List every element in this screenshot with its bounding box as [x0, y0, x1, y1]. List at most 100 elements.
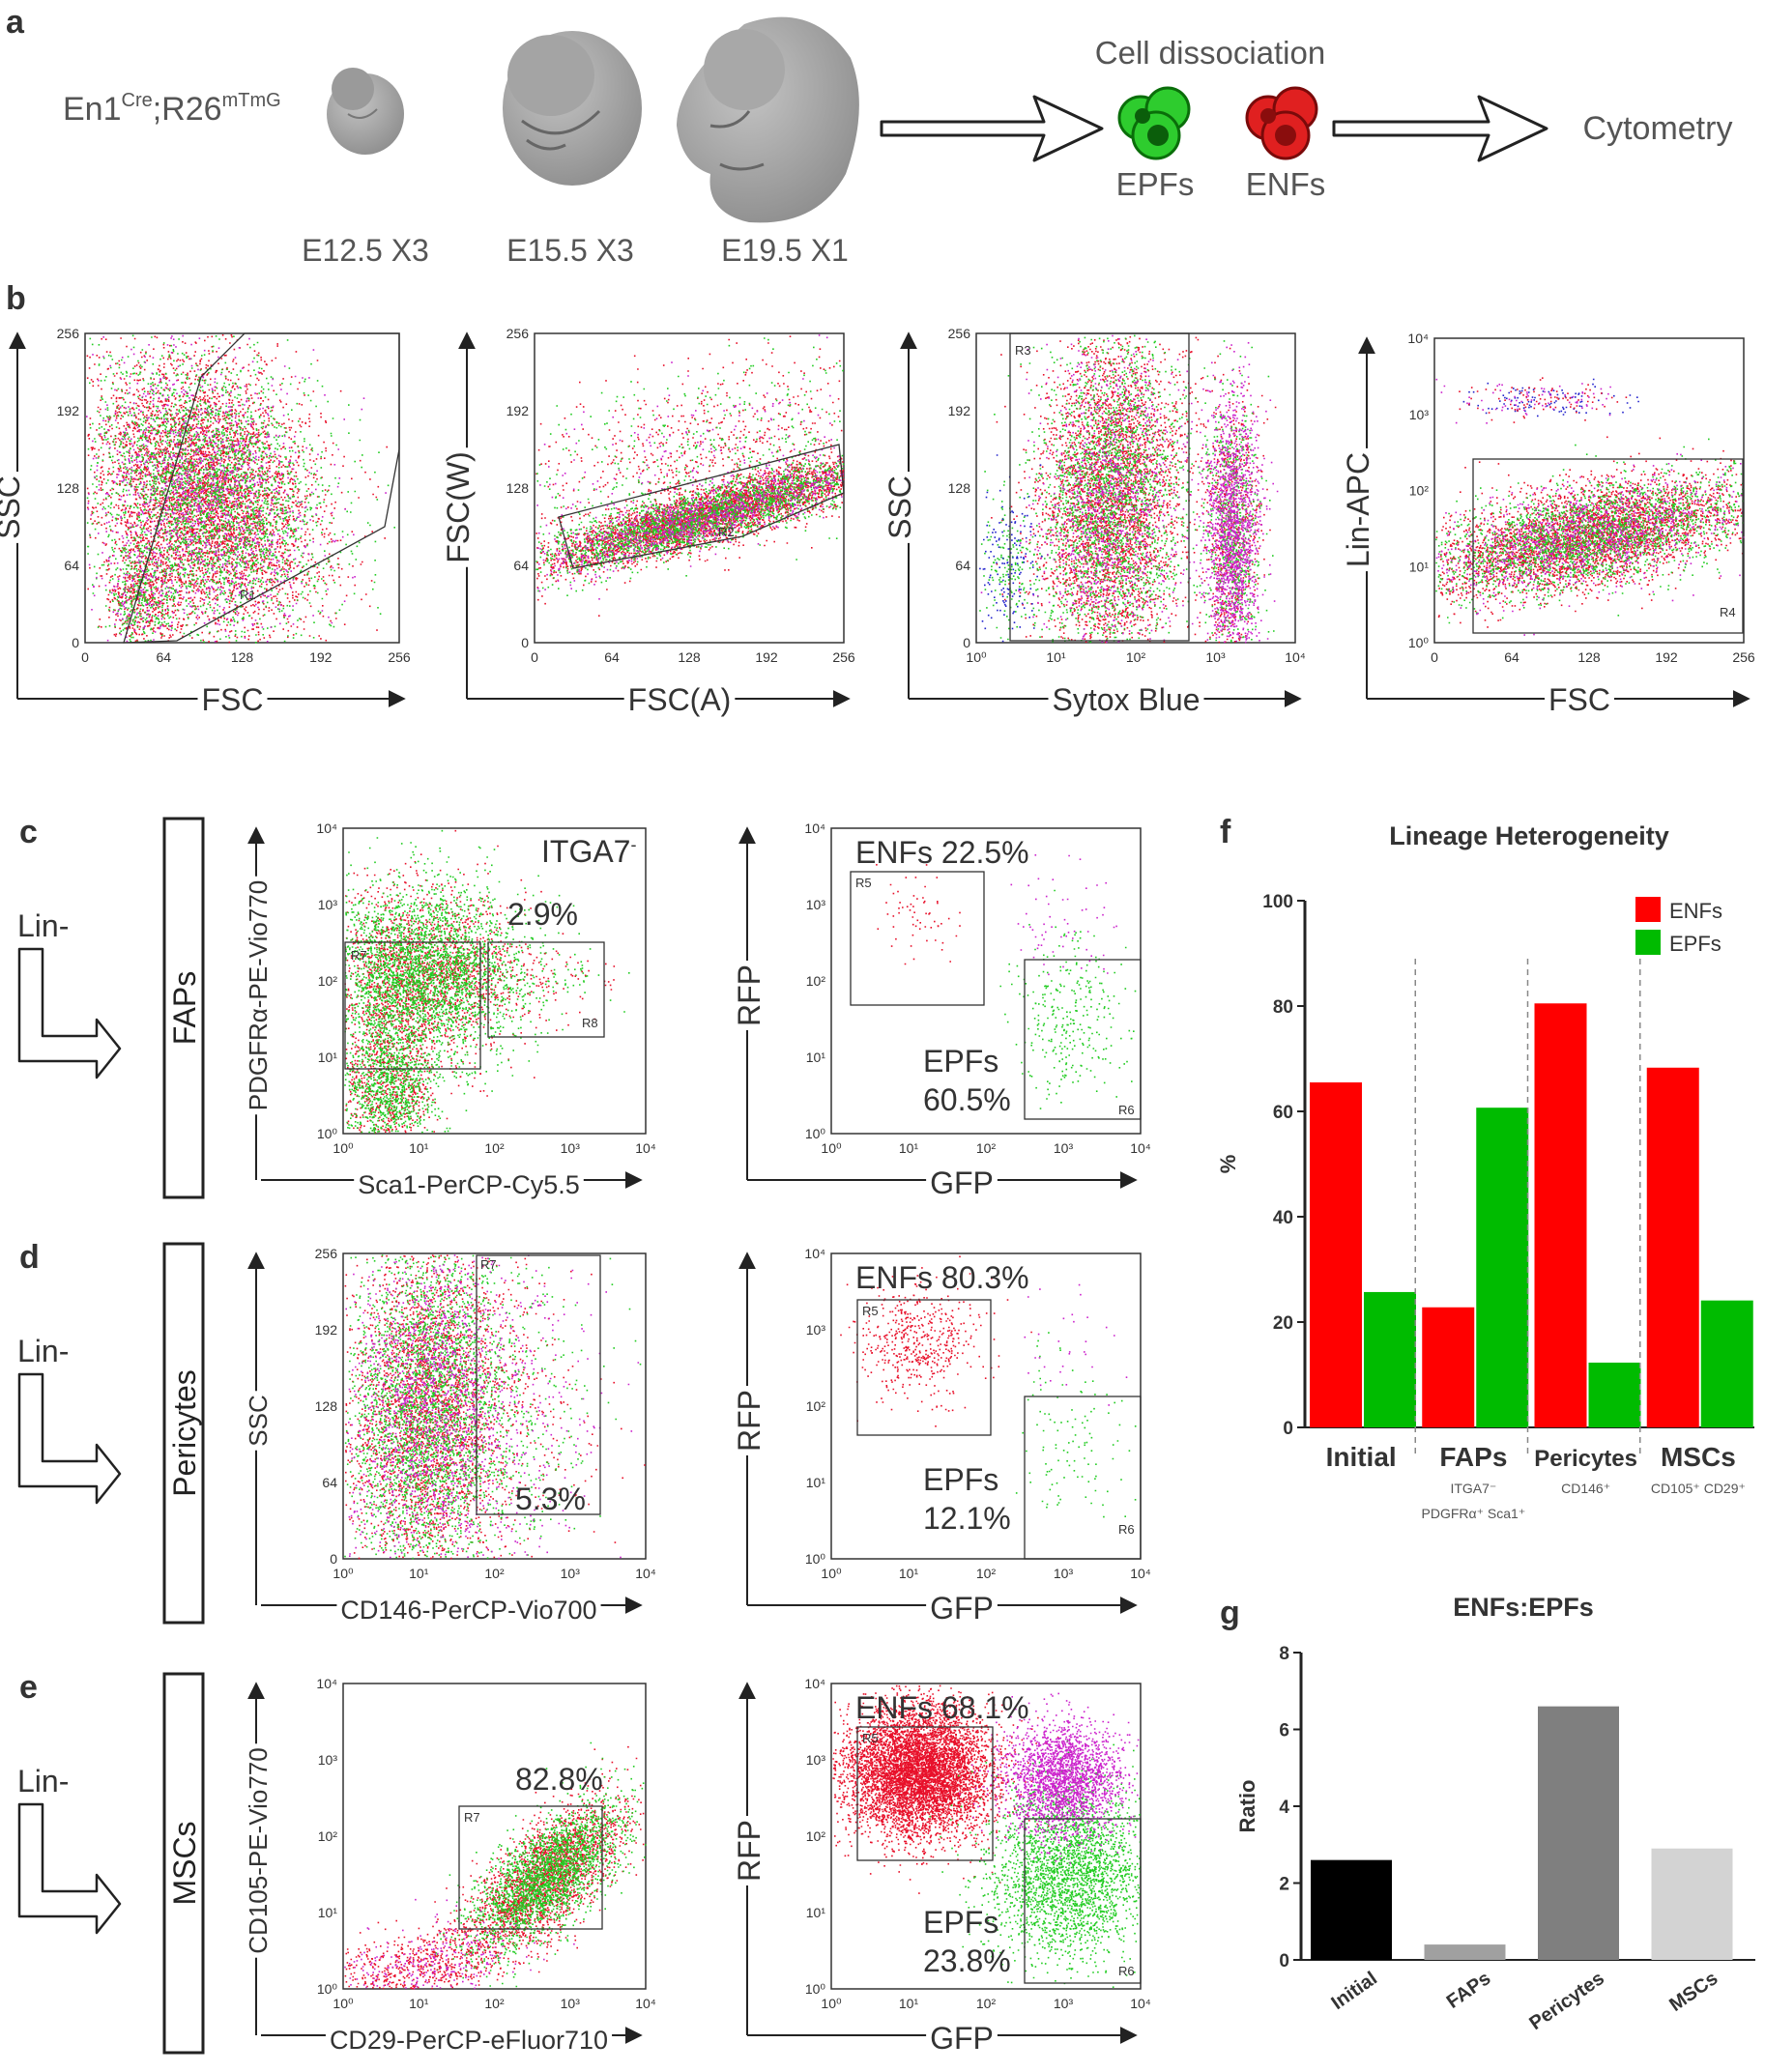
gate-label: R7 — [480, 1257, 497, 1272]
x-tick-label: 10² — [976, 1566, 997, 1581]
epf-label: EPFs — [923, 1044, 998, 1079]
population-label: MSCs — [167, 1821, 202, 1905]
y-tick-label: 64 — [322, 1475, 337, 1490]
epf-percentage: 12.1% — [923, 1501, 1011, 1536]
epf-cells-icon — [1117, 86, 1191, 160]
panel-letter-d: d — [19, 1239, 40, 1276]
axis-label-bg — [732, 961, 767, 1030]
y-axis-label: SSC — [0, 475, 26, 539]
x-tick-label: 10¹ — [1046, 649, 1066, 665]
y-tick-label: 64 — [513, 558, 529, 573]
axis-label-bg — [336, 1596, 601, 1625]
category-sublabel: CD105⁺ CD29⁺ — [1651, 1481, 1746, 1496]
panel-letter-b: b — [6, 280, 26, 317]
y-tick-label: 10⁰ — [805, 1551, 826, 1567]
bar-enfs-initial — [1310, 1082, 1362, 1427]
x-axis-label: Sca1-PerCP-Cy5.5 — [358, 1170, 580, 1199]
axis-label-bg — [732, 1816, 767, 1885]
category-sublabel: PDGFRα⁺ Sca1⁺ — [1422, 1506, 1526, 1521]
enf-percentage: ENFs 22.5% — [855, 835, 1029, 870]
bent-arrow-icon — [17, 947, 122, 1079]
gate-percentage: 82.8% — [515, 1762, 603, 1797]
cell-label-enfs: ENFs — [1246, 166, 1326, 202]
gate-rect — [1024, 1818, 1142, 1984]
axis-label-bg — [1048, 682, 1204, 717]
plot-frame — [342, 1683, 647, 1990]
x-tick-label: 10² — [484, 1140, 505, 1156]
category-label: MSCs — [1661, 1442, 1736, 1472]
process-arrow-icon — [880, 95, 1104, 162]
scatter-events — [345, 1254, 554, 1559]
x-tick-label: 10¹ — [409, 1566, 429, 1581]
bar-initial — [1311, 1859, 1392, 1960]
x-tick-label: 10⁴ — [1285, 649, 1306, 665]
stage-label: E19.5 X1 — [721, 233, 849, 268]
gate-polygon — [558, 444, 845, 569]
axis-label-bg — [623, 682, 736, 717]
stage-label: E12.5 X3 — [302, 233, 429, 268]
x-tick-label: 10² — [484, 1566, 505, 1581]
y-tick-label: 10³ — [318, 897, 338, 912]
panel-letter-e: e — [19, 1669, 38, 1706]
plot-frame — [1433, 337, 1745, 644]
y-tick-label: 10⁴ — [804, 1246, 825, 1261]
axis-label-bg — [197, 682, 268, 717]
x-tick-label: 10³ — [1054, 1996, 1074, 2011]
y-tick-label: 8 — [1279, 1644, 1289, 1664]
bar-epfs-faps — [1476, 1108, 1529, 1427]
bent-arrow-icon — [17, 1802, 122, 1935]
x-tick-label: 10¹ — [409, 1996, 429, 2011]
y-axis-label: RFP — [732, 1390, 767, 1452]
y-tick-label: 10³ — [806, 1322, 826, 1338]
y-tick-label: 10² — [318, 973, 338, 989]
chart-enf-epf-ratio: ENFs:EPFs Ratio 0 2 4 6 8 Initial FAPs Pericytes M… — [1235, 1593, 1755, 2034]
y-tick-label: 10¹ — [806, 1905, 826, 1920]
y-tick-label: 10³ — [806, 897, 826, 912]
y-axis-label: Ratio — [1235, 1780, 1259, 1833]
y-tick-label: 20 — [1273, 1313, 1293, 1334]
gate-rect — [458, 1805, 603, 1930]
y-tick-label: 192 — [506, 403, 530, 418]
legend-swatch — [1635, 930, 1661, 955]
category-sublabel: ITGA7⁻ — [1450, 1481, 1496, 1496]
legend-label: ENFs — [1669, 899, 1722, 923]
y-tick-label: 0 — [1279, 1951, 1289, 1971]
x-tick-label: 10³ — [1054, 1140, 1074, 1156]
enf-percentage: ENFs 80.3% — [855, 1260, 1029, 1295]
y-tick-label: 256 — [315, 1246, 338, 1261]
x-axis-label: FSC — [1548, 682, 1610, 717]
bar-epfs-pericytes — [1588, 1362, 1641, 1427]
y-tick-label: 10⁰ — [1408, 635, 1430, 650]
row-d-gfp-rfp-plot: 10⁰ 10¹ 10² 10³ 10⁴ 10⁰ 10¹ 10² 10³ 10⁴ GFP RFP R5 R6… — [732, 1246, 1151, 1626]
axis-label-bg — [0, 472, 26, 543]
axis-label-bg — [244, 876, 273, 1115]
scatter-events — [832, 1684, 1059, 1894]
gate-percentage: 2.9% — [507, 897, 578, 932]
bent-arrow-icon — [17, 1372, 122, 1505]
gate-label: R7 — [464, 1810, 480, 1825]
bar-enfs-faps — [1422, 1307, 1475, 1427]
x-tick-label: 10⁰ — [821, 1566, 842, 1581]
axis-label-bg — [244, 1743, 273, 1958]
row-mscs: Lin- MSCs — [17, 1672, 205, 2055]
embryo-e19-icon — [677, 16, 859, 223]
y-tick-label: 10² — [318, 1828, 338, 1844]
genotype-label: En1Cre;R26mTmG — [63, 90, 281, 128]
y-axis-label: % — [1216, 1155, 1240, 1174]
y-tick-label: 10¹ — [318, 1905, 338, 1920]
gate-label: R6 — [1118, 1964, 1135, 1978]
axis-label-bg — [926, 2021, 998, 2056]
x-tick-label: 10⁰ — [966, 649, 987, 665]
axis-label-bg — [1341, 447, 1375, 572]
x-tick-label: 128 — [678, 649, 701, 665]
epf-label: EPFs — [923, 1462, 998, 1497]
enf-percentage: ENFs 68.1% — [855, 1690, 1029, 1725]
x-tick-label: 10⁴ — [635, 1996, 656, 2011]
y-axis-label: Lin-APC — [1341, 452, 1375, 567]
x-tick-label: 10³ — [1054, 1566, 1074, 1581]
axis-label-bg — [325, 2026, 613, 2055]
x-axis-label: FSC — [202, 682, 264, 717]
y-tick-label: 128 — [57, 480, 80, 496]
x-tick-label: 10² — [1126, 649, 1146, 665]
axis-label-bg — [882, 472, 917, 543]
